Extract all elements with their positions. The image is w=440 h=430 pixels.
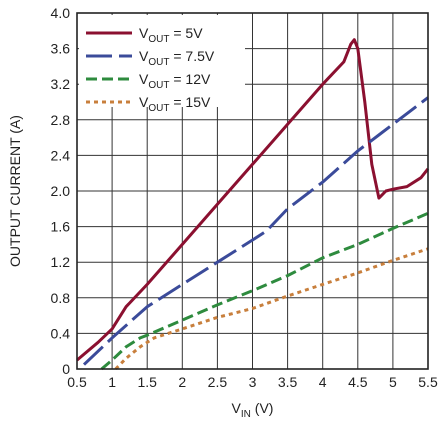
legend-label-2: VOUT = 12V [139,71,211,91]
y-tick-label: 1.2 [51,254,71,270]
x-axis-label-base: V [232,400,242,416]
x-tick-label: 3.5 [278,374,298,390]
legend-label-sub: OUT [148,80,169,91]
legend-label-suffix: = 5V [169,25,203,41]
y-tick-label: 2.8 [51,112,71,128]
y-tick-label: 3.6 [51,41,71,57]
y-tick-label: 2.0 [51,183,71,199]
x-tick-label: 2 [178,374,186,390]
y-tick-label: 3.2 [51,76,71,92]
x-tick-label: 4 [319,374,327,390]
y-tick-label: 0.4 [51,325,71,341]
legend-label-3: VOUT = 15V [139,94,211,114]
legend-label-base: V [139,25,149,41]
series-line-1 [82,96,429,366]
x-axis-label: VIN (V) [232,400,274,420]
plot-frame [76,12,429,370]
legend-label-suffix: = 15V [169,94,211,110]
series-lines [76,38,430,371]
y-tick-label: 0.8 [51,290,71,306]
y-tick-label: 1.6 [51,219,71,235]
series-line-0 [76,38,430,362]
legend-label-base: V [139,71,149,87]
legend-label-sub: OUT [148,57,169,68]
legend-label-base: V [139,94,149,110]
x-tick-label: 4.5 [348,374,368,390]
x-tick-label: 5.5 [418,374,438,390]
x-tick-label: 5 [389,374,397,390]
x-tick-label: 0.5 [67,374,87,390]
x-tick-label: 3 [249,374,257,390]
legend-label-sub: OUT [148,103,169,114]
legend-background [79,15,245,107]
x-tick-label: 1 [108,374,116,390]
series-line-2 [100,211,429,371]
legend-label-suffix: = 12V [169,71,211,87]
y-axis-label: OUTPUT CURRENT (A) [7,115,23,267]
x-tick-label: 2.5 [208,374,228,390]
y-tick-label: 0 [62,361,70,377]
legend-label-base: V [139,48,149,64]
tick-labels: 0.5 1 1.5 2 2.5 3 3.5 4 4.5 5 5.5 0 0.4 0.8 1.2 1.6 2.0 2… [51,5,438,390]
legend-label-suffix: = 7.5V [169,48,214,64]
y-tick-label: 4.0 [51,5,71,21]
x-tick-label: 1.5 [137,374,157,390]
legend-label-sub: OUT [148,34,169,45]
x-axis-label-sub: IN [241,409,251,420]
y-tick-label: 2.4 [51,147,71,163]
legend-label-0: VOUT = 5V [139,25,203,45]
x-axis-label-suffix: (V) [251,400,274,416]
legend-label-1: VOUT = 7.5V [139,48,215,68]
